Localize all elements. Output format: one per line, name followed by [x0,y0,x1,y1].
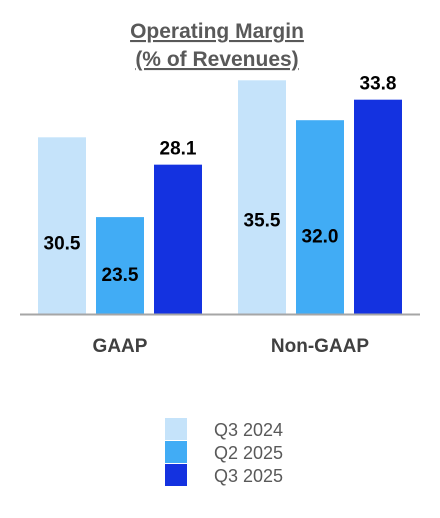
chart-title: Operating Margin [130,20,304,43]
bar-gaap-q3-2024 [38,137,86,314]
category-label: GAAP [93,336,148,357]
legend-label: Q3 2024 [214,420,283,440]
legend-swatch [165,441,187,463]
legend-label: Q2 2025 [214,443,283,463]
bar-gaap-q3-2025 [154,164,202,314]
bar-value-label: 28.1 [160,139,197,160]
legend-swatch [165,464,187,486]
bar-gaap-q2-2025 [96,217,144,314]
bar-value-label: 35.5 [244,211,281,232]
legend-swatch [165,418,187,440]
bar-value-label: 33.8 [360,74,397,95]
bar-non-gaap-q2-2025 [296,120,344,314]
category-label: Non-GAAP [271,336,369,357]
bar-non-gaap-q3-2025 [354,99,402,315]
legend-label: Q3 2025 [214,466,283,486]
bar-value-label: 32.0 [302,226,339,247]
bars-group: 30.5 23.5 28.1 35.5 32.0 33.8 [38,74,402,315]
bar-value-label: 23.5 [102,265,139,286]
bar-non-gaap-q3-2024 [238,80,286,314]
bar-value-label: 30.5 [44,233,81,254]
legend: Q3 2024 Q2 2025 Q3 2025 [165,418,283,486]
chart-subtitle: (% of Revenues) [135,48,298,71]
category-labels: GAAP Non-GAAP [93,336,370,357]
